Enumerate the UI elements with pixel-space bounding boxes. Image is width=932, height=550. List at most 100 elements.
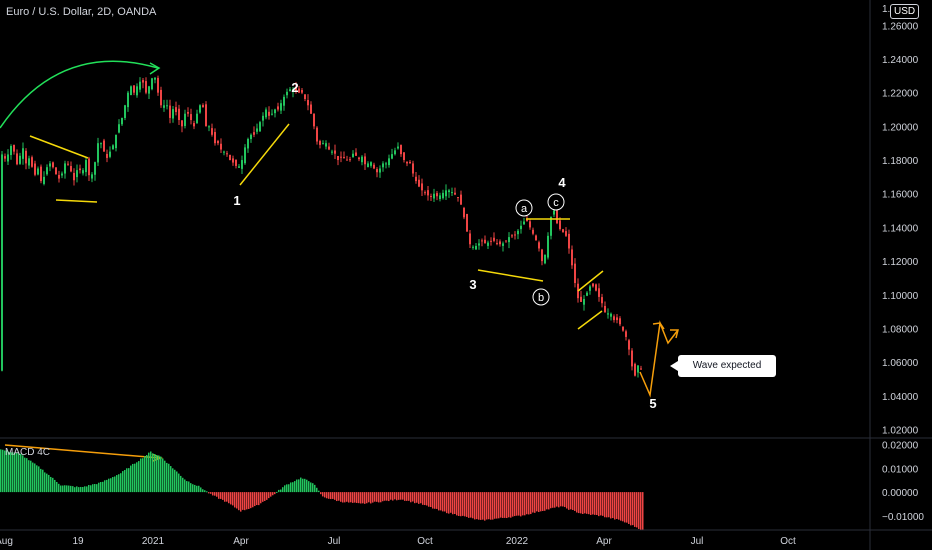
macd-bar	[350, 492, 352, 503]
time-tick-label: Oct	[417, 536, 433, 547]
macd-bar	[566, 492, 568, 509]
candle-body	[286, 91, 288, 96]
macd-bar	[202, 489, 204, 493]
macd-bar	[106, 479, 108, 493]
candle-body	[259, 122, 261, 132]
candle-body	[337, 155, 339, 161]
candle-body	[601, 297, 603, 304]
time-tick-label: Oct	[780, 536, 796, 547]
candle-body	[529, 221, 531, 228]
macd-bar	[636, 492, 638, 528]
macd-bar	[326, 492, 328, 499]
candle-body	[274, 109, 276, 114]
candle-body	[316, 127, 318, 142]
bull-arc-arrowhead	[149, 62, 161, 75]
candle-body	[190, 114, 192, 121]
macd-bar	[154, 453, 156, 493]
macd-bar	[242, 492, 244, 510]
macd-bar	[342, 492, 344, 503]
macd-bar	[394, 492, 396, 500]
price-tick-label: 1.22000	[882, 89, 919, 100]
macd-bar	[360, 492, 362, 504]
candle-body	[622, 326, 624, 331]
macd-bar	[148, 452, 150, 493]
macd-bar	[320, 492, 322, 495]
macd-bar	[518, 492, 520, 516]
candle-body	[238, 166, 240, 168]
macd-bar	[124, 469, 126, 493]
macd-bar	[68, 485, 70, 493]
macd-bar	[170, 466, 172, 493]
macd-bar	[328, 492, 330, 499]
candle-body	[598, 288, 600, 297]
candle-body	[205, 104, 207, 127]
macd-bar	[496, 492, 498, 519]
candle-body	[181, 120, 183, 127]
macd-bar	[120, 473, 122, 493]
candle-body	[454, 192, 456, 195]
macd-bar	[150, 451, 152, 493]
subwave-circle-b	[532, 288, 550, 306]
macd-bar	[356, 492, 358, 503]
macd-bar	[164, 460, 166, 493]
macd-bar	[180, 475, 182, 493]
macd-bar	[642, 492, 644, 530]
macd-bar	[108, 478, 110, 493]
candle-body	[235, 159, 237, 166]
macd-bar	[584, 492, 586, 514]
macd-bar	[252, 492, 254, 508]
macd-bar	[12, 452, 14, 493]
candle-body	[97, 143, 99, 163]
candle-body	[457, 197, 459, 199]
projection-zigzag	[639, 320, 679, 398]
macd-bar	[262, 492, 264, 502]
currency-badge[interactable]: USD	[890, 4, 920, 19]
macd-bar	[466, 492, 468, 517]
candle-body	[271, 113, 273, 115]
candle-body	[226, 153, 228, 155]
candle-body	[16, 153, 18, 165]
candle-body	[481, 240, 483, 242]
macd-bar	[66, 485, 68, 493]
macd-bar	[352, 492, 354, 503]
subwave-label-c: c	[553, 197, 559, 209]
candle-body	[199, 105, 201, 113]
macd-bar	[540, 492, 542, 512]
macd-bar	[184, 479, 186, 493]
macd-bar	[382, 492, 384, 502]
macd-bar	[634, 492, 636, 527]
macd-bar	[130, 465, 132, 493]
macd-indicator-label[interactable]: MACD 4C	[5, 447, 51, 458]
candle-body	[421, 183, 423, 191]
macd-bar	[334, 492, 336, 500]
candle-body	[469, 233, 471, 245]
macd-bar	[294, 481, 296, 493]
candle-body	[553, 210, 555, 215]
macd-bar	[46, 473, 48, 493]
candle-body	[304, 94, 306, 99]
macd-bar	[578, 492, 580, 514]
macd-bar	[216, 492, 218, 497]
macd-bar	[452, 492, 454, 515]
macd-bar	[226, 492, 228, 502]
macd-bar	[362, 492, 364, 504]
macd-bar	[228, 492, 230, 504]
macd-bar	[98, 482, 100, 493]
candle-body	[154, 77, 156, 80]
candle-body	[94, 162, 96, 175]
candle-body	[4, 156, 6, 159]
candle-body	[172, 109, 174, 119]
candle-body	[184, 113, 186, 126]
projection-arrowhead-1	[652, 322, 665, 330]
candle-body	[325, 143, 327, 147]
trendline	[577, 270, 604, 292]
subwave-circle-c	[547, 193, 565, 211]
macd-bar	[386, 492, 388, 501]
macd-bar	[516, 492, 518, 516]
wave-label-5: 5	[649, 396, 656, 411]
candle-body	[343, 157, 345, 159]
candle-body	[505, 240, 507, 242]
macd-bar	[218, 492, 220, 499]
candle-body	[559, 220, 561, 230]
